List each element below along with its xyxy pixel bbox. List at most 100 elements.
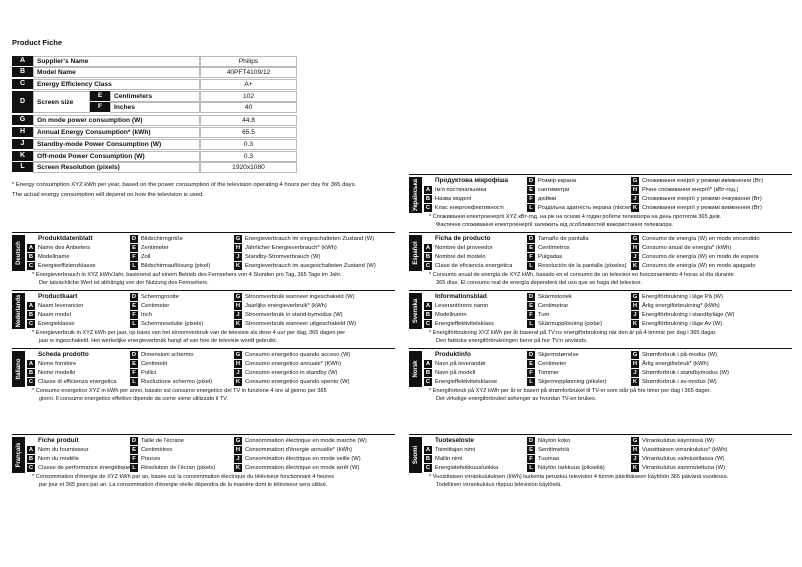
block-note: * Energiförbrukning XYZ kWh per år baser… — [429, 330, 717, 336]
item-letter: L — [130, 378, 138, 386]
block-note: Фактичне споживання електроенергії залеж… — [436, 222, 674, 228]
item-text: Consumo de energía (W) en modo de espera — [642, 254, 759, 260]
item-letter: K — [631, 378, 639, 386]
item-text: Energiförbrukning i läge Av (W) — [642, 321, 723, 327]
item-letter: C — [424, 204, 432, 212]
item: J Standby-Stromverbrauch (W) — [234, 253, 320, 261]
item-letter: D — [130, 235, 138, 243]
item: A Nome fornitore — [27, 360, 76, 368]
row-value: 1920x1080 — [200, 162, 297, 173]
item: E Centimeter — [130, 302, 169, 310]
language-tab: Italiano — [12, 351, 25, 387]
block-title: Produktinfo — [435, 351, 471, 358]
item: L Schermresolutie (pixels) — [130, 320, 203, 328]
item-text: Skärmupplösning (pixlar) — [538, 321, 603, 327]
block-note: giorni. Il consumo energetico effettivo … — [39, 396, 228, 402]
item-letter: A — [27, 302, 35, 310]
item: G Stroomverbruik wanneer ingeschakeld (W) — [234, 293, 355, 301]
item: E Senttimetriä — [527, 446, 569, 454]
item-text: Consommation électrique en mode marche (… — [245, 438, 367, 444]
item-text: Résolution de l'écran (pixels) — [141, 465, 216, 471]
item: J Stroomverbruik in stand-bymodus (W) — [234, 311, 343, 319]
item-letter: G — [631, 235, 639, 243]
row-value: 44.8 — [200, 115, 297, 126]
item-letter: F — [130, 311, 138, 319]
item: H Consumo energetico annuale* (KWh) — [234, 360, 341, 368]
item-text: Річне споживання енергії* (кВт-год.) — [642, 187, 739, 193]
item-text: Näytön koko — [538, 438, 571, 444]
block-title: Productkaart — [38, 293, 78, 300]
item-letter: F — [130, 455, 138, 463]
row-letter: H — [12, 127, 33, 137]
item-text: Energiatehokkuusluokka — [435, 465, 499, 471]
language-tab: Українська — [409, 177, 422, 213]
row-value: 40 — [200, 102, 297, 113]
row-letter: F — [90, 102, 110, 112]
item-text: Tum — [538, 312, 550, 318]
item-text: Inch — [141, 312, 152, 318]
item-text: Energieffektivitetsklasse — [435, 379, 498, 385]
item-letter: A — [27, 244, 35, 252]
language-name: Deutsch — [15, 241, 22, 265]
item-letter: C — [27, 262, 35, 270]
item: K Virrankulutus sammutettuna (W) — [631, 464, 725, 472]
item-letter: D — [527, 177, 535, 185]
block-note: * Consumo anual de energía de XYZ kWh, b… — [429, 272, 734, 278]
item: H Vuosittainen virrankulutus* (kWh) — [631, 446, 727, 454]
item-letter: K — [631, 464, 639, 472]
language-block: Nederlands Productkaart A Naam leverancier B… — [12, 290, 395, 347]
item-letter: A — [424, 186, 432, 194]
item: F Pollici — [130, 369, 156, 377]
item: F Tum — [527, 311, 549, 319]
block-note: * Energiforbruk på XYZ kWh per år er bas… — [429, 388, 711, 394]
item-letter: J — [631, 311, 639, 319]
item-text: Споживання енергії у режимі вимкнення (В… — [642, 205, 762, 211]
item-text: Strømforbruk i av-modus (W) — [642, 379, 717, 385]
item-letter: L — [130, 320, 138, 328]
item-letter: G — [234, 293, 242, 301]
language-name: Nederlands — [15, 294, 22, 328]
block-title: Informationsblad — [435, 293, 487, 300]
item: K Consommation électrique en mode arrêt (… — [234, 464, 359, 472]
item: G Energiförbrukning i läge På (W) — [631, 293, 723, 301]
item: J Strømforbruk i standbymodus (W) — [631, 369, 729, 377]
item-letter: B — [27, 253, 35, 261]
item-text: Modellnamn — [435, 312, 467, 318]
item-letter: J — [234, 253, 242, 261]
item: C Клас енергоефективності — [424, 204, 504, 212]
item-text: Consumo energetico quando acceso (W) — [245, 352, 351, 358]
item-text: Zentimeter — [141, 245, 169, 251]
item: H Årlig energiförbrukning* (kWh) — [631, 302, 720, 310]
item-text: Classe di efficienza energetica — [38, 379, 117, 385]
language-block: Norsk Produktinfo A Navn på leverandør B Navn… — [409, 348, 792, 405]
block-title: Продуктова мікрофіша — [435, 177, 509, 184]
item-letter: B — [424, 253, 432, 261]
item-text: Pouces — [141, 456, 161, 462]
language-block: Español Ficha de producto A Nombre del prov… — [409, 232, 792, 289]
item-text: Årlig energiforbruk* (kWh) — [642, 361, 709, 367]
item-text: Clase de eficiencia energética — [435, 263, 513, 269]
item: F Inch — [130, 311, 152, 319]
row-letter: K — [12, 151, 33, 161]
item-text: Nom du modèle — [38, 456, 79, 462]
item: E Centímetros — [527, 244, 570, 252]
block-note: * Energieverbrauch in XYZ kWh/Jahr, basi… — [32, 272, 342, 278]
item: D Skärmstorlek — [527, 293, 572, 301]
item-letter: E — [527, 360, 535, 368]
language-name: Українська — [412, 178, 419, 212]
item-text: Skjermoppløsning (piksler) — [538, 379, 607, 385]
item-text: Name des Anbieters — [38, 245, 91, 251]
item: D Näytön koko — [527, 437, 570, 445]
item-letter: K — [234, 378, 242, 386]
item-text: Energieklasse — [38, 321, 75, 327]
block-note: * Energieverbruik in XYZ kWh per jaar, o… — [32, 330, 346, 336]
item-text: Virrankulutus käynnissä (W) — [642, 438, 715, 444]
item-letter: C — [424, 262, 432, 270]
item-text: Stroomverbruik in stand-bymodus (W) — [245, 312, 343, 318]
item-letter: A — [424, 244, 432, 252]
item: E Centimetri — [130, 360, 167, 368]
item-letter: F — [130, 369, 138, 377]
